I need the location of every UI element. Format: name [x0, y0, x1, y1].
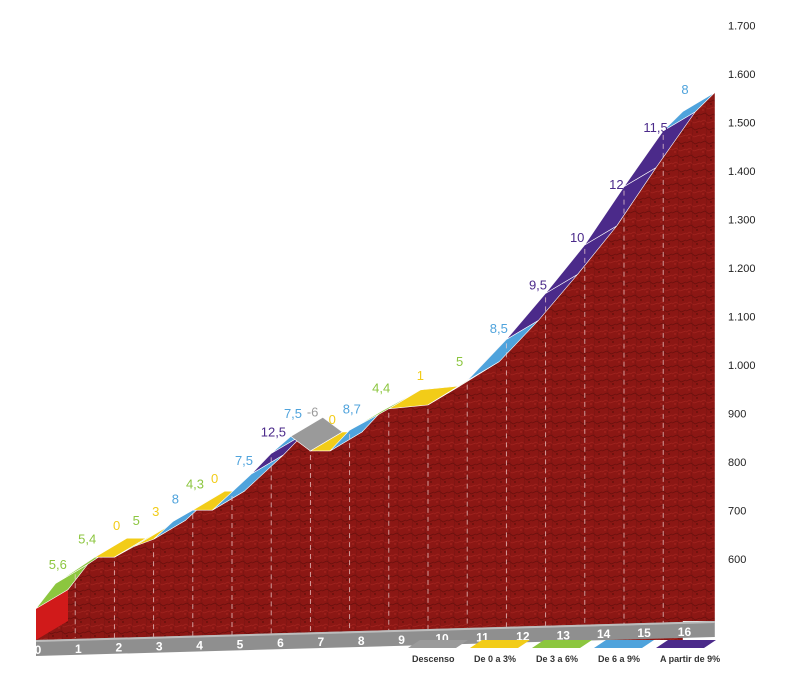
y-tick-label: 1.600: [728, 69, 756, 81]
gradient-label: 4,3: [186, 477, 204, 492]
gradient-label: 5: [456, 354, 463, 369]
gradient-label: 7,5: [235, 453, 253, 468]
legend-label: De 0 a 3%: [474, 654, 516, 664]
y-tick-label: 1.500: [728, 118, 756, 130]
y-tick-label: 1.000: [728, 360, 756, 372]
x-tick-label: 9: [398, 633, 405, 647]
gradient-label: 4,4: [372, 380, 390, 395]
x-tick-label: 15: [637, 626, 651, 640]
legend-swatch: [656, 640, 716, 648]
gradient-label: 8: [172, 491, 179, 506]
gradient-label: 5: [133, 513, 140, 528]
x-tick-label: 7: [317, 635, 324, 649]
gradient-label: 11,5: [643, 120, 667, 135]
legend-swatch: [532, 640, 592, 648]
y-tick-label: 1.400: [728, 166, 756, 178]
gradient-label: 7,5: [284, 406, 302, 421]
legend-swatch: [594, 640, 654, 648]
profile-body-front: [36, 111, 683, 641]
y-axis: 600 700 800 900 1.000 1.100 1.200 1.300 1.400 1.5…: [728, 21, 756, 567]
legend-label: Descenso: [412, 654, 455, 664]
x-tick-label: 1: [75, 642, 82, 656]
gradient-label: 12: [609, 177, 623, 192]
gradient-label: 5,4: [78, 531, 96, 546]
y-tick-label: 800: [728, 457, 746, 469]
legend: Descenso De 0 a 3% De 3 a 6% De 6 a 9% A par…: [408, 640, 720, 664]
gradient-label: 0: [113, 518, 120, 533]
gradient-label: 5,6: [49, 557, 67, 572]
gradient-label: 0: [329, 412, 336, 427]
gradient-label: 8,7: [343, 402, 361, 417]
x-tick-label: 2: [115, 641, 122, 655]
legend-swatch: [408, 640, 468, 648]
gradient-label: -6: [307, 405, 319, 420]
gradient-label: 9,5: [529, 277, 547, 292]
gradient-label: 1: [417, 368, 424, 383]
legend-label: De 6 a 9%: [598, 654, 640, 664]
x-tick-label: 16: [678, 625, 692, 639]
y-tick-label: 900: [728, 409, 746, 421]
gradient-label: 12,5: [261, 425, 286, 440]
x-tick-label: 4: [196, 638, 203, 652]
start-block: [36, 589, 68, 640]
y-tick-label: 1.200: [728, 263, 756, 275]
y-tick-label: 1.700: [728, 21, 756, 33]
y-tick-label: 700: [728, 506, 746, 518]
legend-label: De 3 a 6%: [536, 654, 578, 664]
gradient-label: 0: [211, 471, 218, 486]
gradient-label: 10: [570, 230, 584, 245]
x-tick-label: 12: [516, 629, 530, 643]
x-tick-label: 5: [237, 637, 244, 651]
profile-front-layer: [36, 92, 715, 641]
km-gridlines: [74, 134, 664, 638]
y-tick-label: 600: [728, 554, 746, 566]
x-tick-label: 6: [277, 636, 284, 650]
y-tick-label: 1.100: [728, 312, 756, 324]
x-tick-label: 14: [597, 627, 611, 641]
base-strip-top: [36, 621, 715, 642]
x-tick-label: 0: [35, 643, 42, 657]
profile-top-slices: [35, 92, 716, 609]
gradient-label: 8,5: [490, 321, 508, 336]
y-tick-label: 1.300: [728, 215, 756, 227]
gradient-label: 3: [152, 504, 159, 519]
x-tick-label: 8: [358, 634, 365, 648]
gradient-slice-22: [662, 92, 716, 132]
legend-swatch: [470, 640, 530, 648]
gradient-label: 8: [681, 82, 688, 97]
legend-label: A partir de 9%: [660, 654, 720, 664]
x-tick-label: 3: [156, 640, 163, 654]
km-base-strip: 0 1 2 3 4 5 6 7 8 9 10 11 12 13 14 15 16: [35, 621, 715, 657]
x-tick-label: 13: [557, 628, 571, 642]
base-strip: [36, 621, 715, 656]
